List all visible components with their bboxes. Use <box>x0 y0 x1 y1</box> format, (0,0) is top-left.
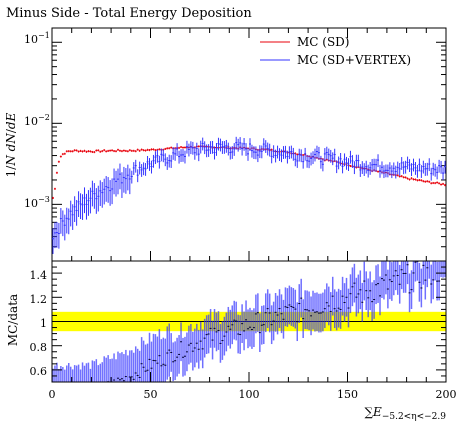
x-tick-50: 50 <box>144 388 158 401</box>
x-tick-labels: 0 50 100 150 200 <box>49 388 457 401</box>
top-panel: 1/N dN/dE 10−1 10−2 10−3 MC (SD) MC (SD+… <box>4 27 447 262</box>
ratio-y-tick-1: 1 <box>40 317 47 330</box>
chart-title: Minus Side - Total Energy Deposition <box>6 6 252 21</box>
ratio-y-tick-1.2: 1.2 <box>30 293 48 306</box>
top-x-ticks <box>51 28 447 261</box>
ratio-y-axis-label: MC/data <box>6 294 20 346</box>
x-tick-150: 150 <box>337 388 358 401</box>
ratio-y-ticks <box>52 260 446 383</box>
ratio-x-ticks <box>51 372 447 382</box>
top-y-axis-label: 1/N dN/dE <box>4 112 18 177</box>
ratio-y-tick-0.6: 0.6 <box>30 365 48 378</box>
x-axis-label: ∑E−5.2<η<−2.9 <box>364 405 446 422</box>
ratio-panel: MC/data 0.6 0.8 1 1.2 1.4 0 50 100 150 2… <box>6 260 457 422</box>
legend-label-mc-sd: MC (SD) <box>297 35 350 49</box>
ratio-y-tick-0.8: 0.8 <box>30 341 48 354</box>
series-mc-sd-vertex <box>52 136 446 254</box>
legend: MC (SD) MC (SD+VERTEX) <box>260 35 411 67</box>
legend-label-mc-sd-vertex: MC (SD+VERTEX) <box>297 53 411 67</box>
x-tick-200: 200 <box>436 388 457 401</box>
ratio-y-tick-labels: 0.6 0.8 1 1.2 1.4 <box>30 269 48 378</box>
y-tick-label-1e-3: 10−3 <box>24 195 50 210</box>
ratio-y-tick-1.4: 1.4 <box>30 269 48 282</box>
x-tick-0: 0 <box>49 388 56 401</box>
top-y-ticks <box>52 41 446 262</box>
y-tick-label-1e-1: 10−1 <box>24 31 50 46</box>
y-tick-label-1e-2: 10−2 <box>24 113 50 128</box>
top-y-tick-labels: 10−1 10−2 10−3 <box>24 31 50 210</box>
x-tick-100: 100 <box>239 388 260 401</box>
ratio-series-mc-sd-vertex <box>52 260 446 383</box>
